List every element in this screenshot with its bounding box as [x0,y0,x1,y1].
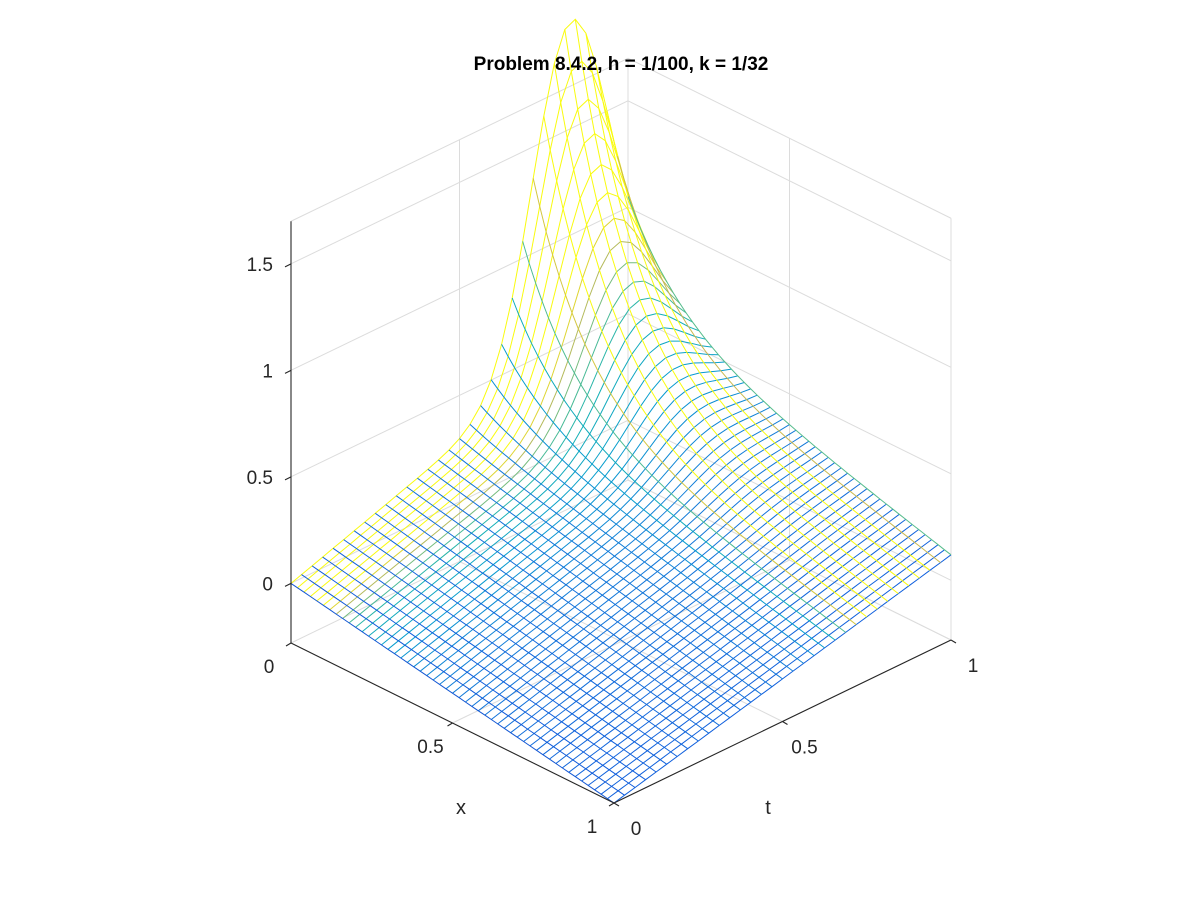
mesh-line [375,512,699,742]
x-tick [608,802,615,807]
t-tick-label: 0 [631,819,642,840]
mesh-line [406,382,745,663]
mesh-line [522,241,847,633]
z-tick [284,263,292,268]
mesh-line [385,504,710,734]
mesh-line [290,582,615,804]
t-tick [782,721,788,725]
x-axis-label: x [456,797,466,819]
grid-line [290,100,952,265]
mesh-line [322,556,646,781]
mesh-line [627,196,952,556]
mesh-line [469,424,794,672]
z-tick [284,476,292,481]
mesh-line [368,327,706,637]
mesh-line [355,297,693,628]
mesh-line [511,297,836,641]
surface-mesh [290,18,952,804]
axes [284,221,957,807]
z-tick-label: 0 [262,574,273,595]
z-tick [284,369,292,374]
mesh-line [427,468,752,703]
mesh-line [335,240,674,615]
tick-labels: 0 0.5 1 1.5 0 0.5 1 0 0.5 1 [247,255,979,840]
z-tick-label: 1 [262,361,273,382]
x-tick-label: 1 [587,817,598,838]
x-tick [285,642,292,647]
mesh-line [311,565,636,788]
t-tick-label: 1 [968,656,979,677]
mesh-line [532,178,857,625]
mesh-line [417,477,741,711]
mesh-line [490,379,815,657]
mesh-line [595,66,920,579]
mesh-line [585,33,910,587]
x-tick [447,722,453,727]
mesh-line [364,521,688,750]
mesh-line [459,438,783,680]
grid-line [290,57,952,222]
mesh-line [448,449,773,688]
z-tick-label: 0.5 [247,468,273,489]
mesh-line [501,344,825,649]
mesh-line [480,405,804,664]
grid-line [452,559,790,724]
mesh-line [553,63,878,610]
mesh-line [332,547,657,773]
mesh-line [396,495,720,726]
chart-title: Problem 8.4.2, h = 1/100, k = 1/32 [474,54,769,75]
mesh-line [617,156,941,563]
mesh-line [574,19,899,594]
mesh-line [406,486,731,719]
mesh-line [465,435,803,703]
mesh-line [301,574,625,796]
mesh-line [477,446,816,712]
mesh-line [353,530,678,757]
z-tick-label: 1.5 [247,255,273,276]
x-tick-label: 0 [264,657,275,678]
x-tick-label: 0.5 [417,737,443,758]
t-tick [950,639,957,644]
mesh-line [471,440,810,707]
t-axis-label: t [765,797,771,819]
mesh-line [543,116,868,618]
t-tick [613,802,620,807]
mesh-line [564,29,889,602]
t-tick-label: 0.5 [791,738,817,759]
mesh-line [438,459,762,695]
z-tick [284,582,292,587]
grid-line [290,313,952,478]
mesh-line [606,110,931,571]
grid-line [290,206,952,371]
mesh-line [343,539,667,765]
